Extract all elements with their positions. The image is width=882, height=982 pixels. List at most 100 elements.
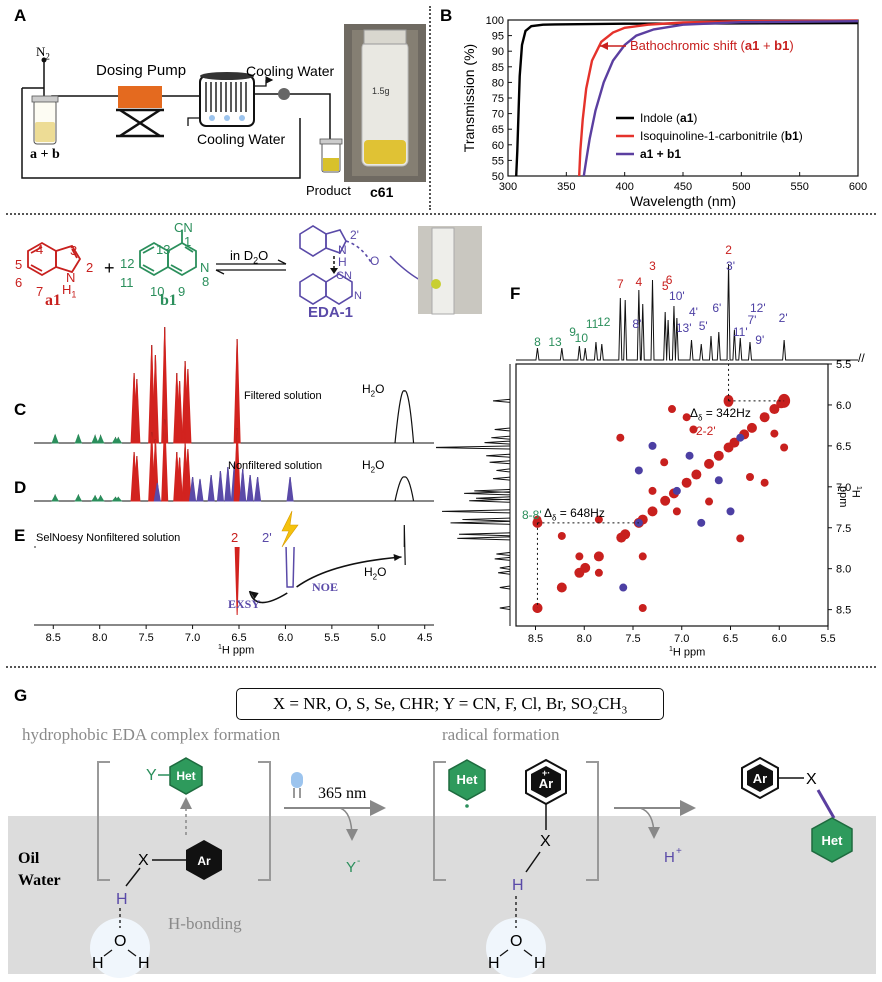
eda-label: EDA-1 [308,304,354,321]
diagonal-peak [593,551,604,562]
spectrum-c-peak [233,338,241,444]
nmr1d-x-tick-label: 4.5 [417,632,432,644]
nonfiltered-solution-label: Nonfiltered solution [228,460,323,472]
spectrum-d-peak [246,474,254,502]
label-2-2prime: 2-2' [696,424,716,438]
nmr2d-x-tick-label: 8.5 [528,633,543,645]
noe-label: NOE [312,580,339,594]
svg-text:Y: Y [146,767,157,784]
label-8-8prime: 8-8' [522,508,542,522]
transmission-chart: 300 350 400 450 500 550 600 50 55 60 65 70 75 80 85 90 9… [461,15,867,209]
svg-text:X: X [806,771,817,788]
peak-label-6: 6 [666,273,673,287]
svg-text:-: - [357,856,360,867]
reactants-label: a + b [30,147,60,162]
nmr1d-x-tick-label: 7.5 [138,632,153,644]
divider-vertical-top [429,6,431,210]
peak-label-12-prime: 12' [750,301,766,315]
cross-peak [575,552,584,561]
nmr2d-y-tick-label: 7.0 [836,482,851,494]
a1-num-5: 5 [15,257,23,272]
b1-num-11: 11 [120,275,134,290]
nmr2d-y-tick-label: 5.5 [836,359,851,371]
spectrum-c-peak [96,434,105,444]
cross-peak [736,534,745,543]
eda-water-o: O [370,254,380,268]
spectrum-d-peak [233,428,241,502]
spectrum-c-peak [114,437,123,444]
x-tick-label: 600 [849,181,867,193]
svg-text:H: H [92,955,104,972]
cross-peak [705,497,714,506]
peak-label-8-prime: 8' [632,317,641,331]
svg-text:Het: Het [822,833,844,848]
spectrum-d-water [394,476,415,502]
a1-label: a1 [45,292,61,309]
cross-peak [668,405,676,414]
oil-label: Oil [18,850,40,867]
annotation-arrowhead [600,42,608,50]
spectrum-d-peak [114,496,123,502]
cross-peak [594,515,603,524]
x-tick-label: 550 [790,181,808,193]
nmr2d-y-tick-label: 6.0 [836,400,851,412]
nmr2d-y-tick-label: 8.0 [836,564,851,576]
a1-hydrogen: H1 [62,282,77,300]
product-label: Product [306,183,351,198]
cross-peak [736,433,745,442]
nmr2d-y-tick-label: 7.5 [836,523,851,535]
diagonal-peak [729,437,740,448]
divider-horizontal-2 [6,666,876,668]
svg-text:H: H [534,955,546,972]
svg-text:O: O [510,933,522,950]
panel-a-flow-setup: 1.5g [21,24,426,182]
b1-num-10: 10 [150,284,165,299]
dosing-pump-label: Dosing Pump [96,62,187,79]
panel-label-a: A [14,6,27,25]
h-bonding-label: H-bonding [168,914,242,933]
e-peak-2: 2 [231,530,239,545]
diagonal-peak [691,469,702,480]
peak-label-12: 12 [597,315,611,329]
y-tick-label: 80 [492,77,504,89]
spectrum-c-peak [51,433,59,444]
b1-num-1: 1 [184,234,192,249]
spectrum-e-peak-2 [234,546,240,616]
svg-text:Het: Het [457,772,479,787]
series-line-2 [578,19,859,177]
spectrum-d-peak [161,419,169,502]
cross-peak [648,486,657,495]
het-hexagon-1 [169,757,203,795]
y-tick-label: 70 [492,109,504,121]
spectrum-d-peak [51,494,59,502]
b1-cyano: CN [174,220,193,235]
y-tick-label: 85 [492,62,504,74]
nmr1d-xlabel: 1H ppm [218,644,255,657]
panel-label-c: C [14,400,27,419]
nmr2d-top-spectrum [516,263,858,361]
svg-text:X: X [540,833,551,850]
cross-peak [638,603,647,612]
water-label: Water [18,872,61,889]
peak-label-2: 2 [725,243,732,257]
b1-nitrogen: N [200,260,210,275]
svg-text:H: H [138,955,150,972]
x-tick-label: 450 [674,181,692,193]
nmr1d-x-tick-label: 7.0 [185,632,200,644]
diagonal-peak [681,477,692,488]
diagonal-peak [620,529,631,540]
noe-arrowhead [393,554,402,561]
cross-peak [770,429,779,438]
reaction-scheme [27,225,482,315]
cooling-water-in-label: Cooling Water [197,131,286,147]
lightning-icon [281,510,299,548]
svg-text:+·: +· [542,768,550,778]
cross-peak [557,531,566,540]
svg-text:+: + [676,846,682,857]
divider-horizontal-1 [6,213,876,215]
svg-text:H: H [116,891,128,908]
isoquinoline-structure [139,230,197,277]
spectrum-d-peak [74,494,83,502]
cross-peak [660,458,669,467]
water-layer [8,816,876,974]
